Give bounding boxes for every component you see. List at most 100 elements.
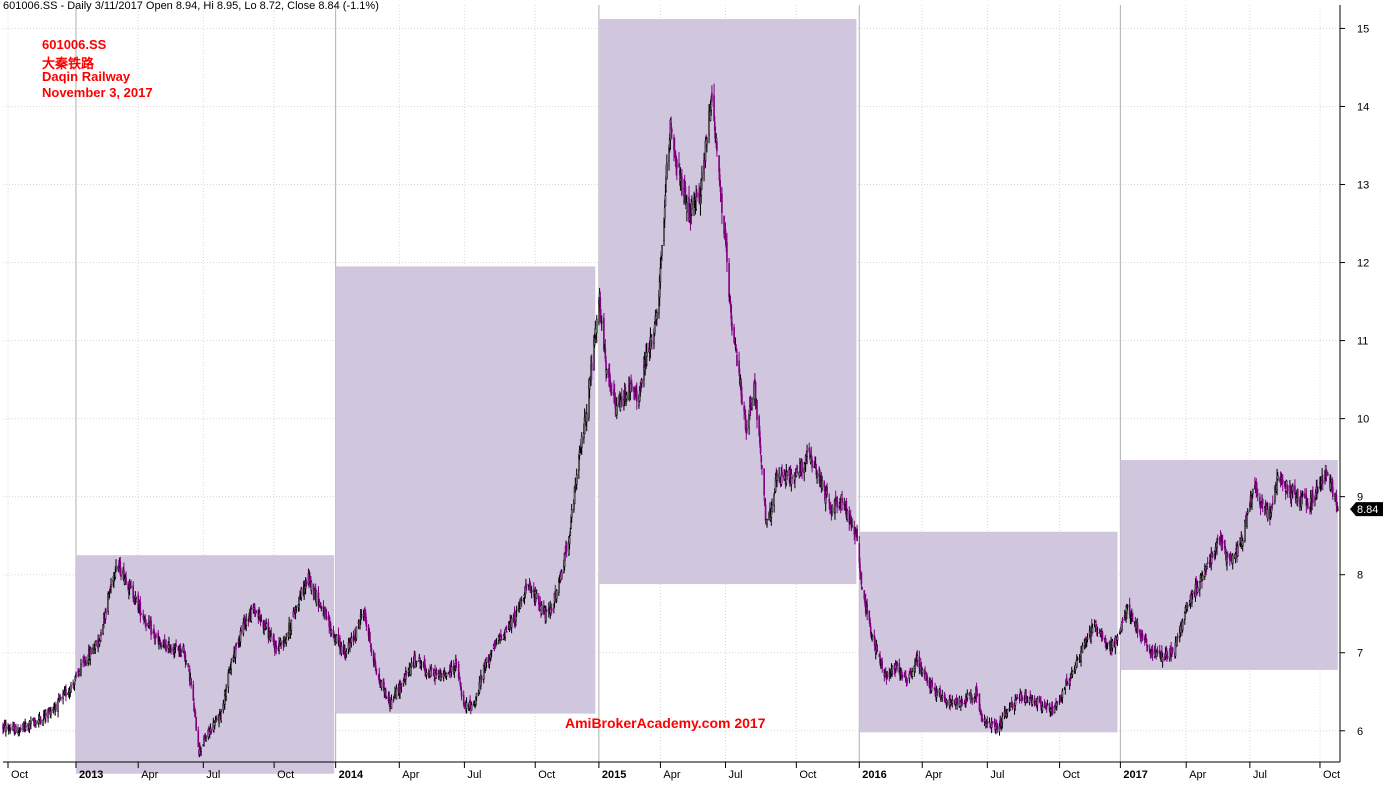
candle-body <box>510 617 513 628</box>
candle <box>1216 537 1218 556</box>
candle-body <box>355 626 358 640</box>
candle-body <box>941 695 944 699</box>
candle <box>1322 474 1324 491</box>
candle <box>1166 651 1169 660</box>
candle <box>811 456 813 473</box>
candle <box>125 571 127 585</box>
candle-body <box>721 193 723 213</box>
candle <box>160 642 162 650</box>
candle <box>911 667 914 680</box>
candle <box>713 83 715 122</box>
candle-body <box>1284 480 1286 487</box>
candle <box>960 701 962 711</box>
candle-body <box>691 201 693 210</box>
candle-body <box>250 608 253 622</box>
candle <box>90 647 92 655</box>
range-box-2016 <box>859 531 1118 733</box>
candle-body <box>1098 628 1101 631</box>
candle-body <box>1025 689 1027 700</box>
candle-body <box>1111 640 1114 649</box>
candle-body <box>861 587 863 590</box>
candle-body <box>578 457 580 471</box>
candle <box>254 612 257 617</box>
candle-body <box>325 609 328 620</box>
candle-body <box>9 730 11 732</box>
candle <box>686 194 688 222</box>
candle <box>1106 642 1109 650</box>
candle <box>1181 618 1184 633</box>
candle-body <box>970 694 973 698</box>
candlestick-series <box>2 83 1339 758</box>
candle <box>1136 617 1139 638</box>
candle <box>1061 688 1064 704</box>
candle <box>821 476 823 492</box>
candle-body <box>773 494 775 506</box>
candle <box>961 698 964 707</box>
candle <box>482 664 485 684</box>
candle <box>1317 486 1319 494</box>
candle <box>310 580 313 595</box>
candle <box>475 696 477 707</box>
candle-body <box>30 720 32 725</box>
candle <box>42 719 44 727</box>
candle <box>60 696 62 702</box>
candle-body <box>625 394 628 400</box>
candle <box>230 658 232 676</box>
candle-body <box>460 691 463 697</box>
candle <box>45 709 47 723</box>
candle <box>1033 695 1036 707</box>
candle-body <box>568 536 571 545</box>
candle-body <box>1171 647 1174 652</box>
candle <box>736 348 738 367</box>
candle-body <box>255 611 258 614</box>
candle-body <box>751 398 753 410</box>
candle-body <box>50 710 52 716</box>
candle <box>781 464 783 484</box>
candle <box>786 470 788 480</box>
candle <box>1179 622 1182 638</box>
candle-body <box>791 476 793 479</box>
candle <box>235 642 238 651</box>
candle-body <box>764 504 767 521</box>
last-price-tag <box>1350 502 1383 517</box>
candle-body <box>733 327 735 343</box>
candle-body <box>540 604 543 615</box>
candle-body <box>440 672 443 678</box>
candle <box>894 659 897 674</box>
candle <box>435 667 438 676</box>
candle-body <box>1041 705 1044 711</box>
candle-body <box>385 696 388 699</box>
candle-body <box>300 588 303 599</box>
candle <box>137 591 140 614</box>
candle-body <box>175 644 177 647</box>
candle-body <box>731 321 733 331</box>
candle-body <box>1128 604 1131 615</box>
candle <box>203 735 205 747</box>
candle <box>741 386 743 406</box>
candle-body <box>896 662 898 666</box>
candle <box>776 469 778 488</box>
candle <box>270 627 273 638</box>
candle <box>520 596 523 608</box>
candle <box>395 684 398 700</box>
candle <box>340 641 343 657</box>
candle <box>791 474 793 484</box>
candle-body <box>763 468 765 496</box>
candle-body <box>701 173 703 180</box>
candle <box>996 722 999 734</box>
candle <box>405 670 408 676</box>
candle-body <box>570 509 573 518</box>
candle-body <box>139 602 142 616</box>
candle-body <box>435 669 438 675</box>
y-tick-label: 7 <box>1357 648 1363 660</box>
candle-body <box>235 642 238 646</box>
candle <box>1036 696 1039 712</box>
candle-body <box>1045 706 1048 709</box>
candle <box>550 603 553 614</box>
candle <box>1259 501 1262 516</box>
candle-body <box>125 577 127 585</box>
candle <box>448 670 451 678</box>
candle <box>10 723 12 731</box>
candle-body <box>1226 553 1229 558</box>
candle <box>666 154 668 180</box>
